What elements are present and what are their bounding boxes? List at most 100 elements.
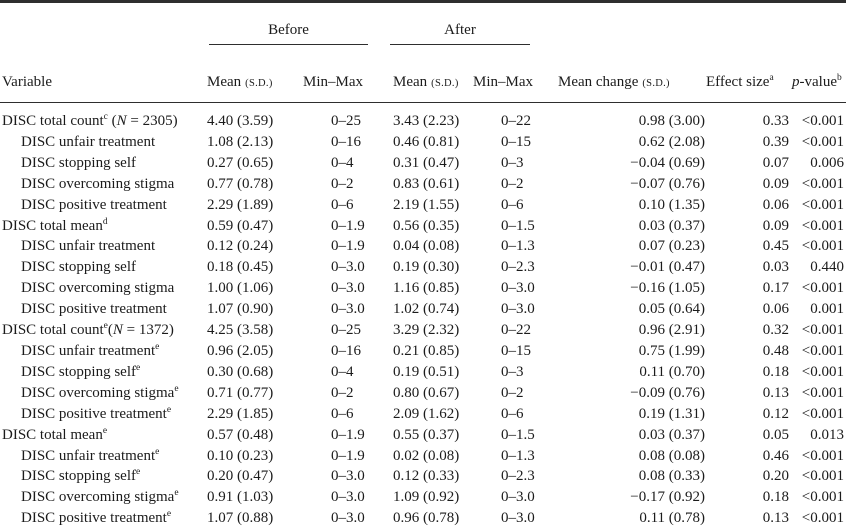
cell-variable: DISC overcoming stigma xyxy=(0,278,204,299)
cell-after-mean-sd: 0.83 (0.61) xyxy=(393,175,460,192)
cell-before-minmax: 0–3.0 xyxy=(331,510,365,526)
cell-before-mean-sd: 4.25 (3.58) xyxy=(207,322,274,339)
cell-before-minmax: 0–1.9 xyxy=(331,426,365,443)
cell-after-mean-sd: 0.04 (0.08) xyxy=(393,238,460,255)
cell-after-mean-sd: 0.55 (0.37) xyxy=(393,426,460,443)
cell-mean-change: 0.11 (0.78) xyxy=(639,510,705,526)
cell-variable: DISC overcoming stigma xyxy=(0,174,204,195)
cell-before-minmax: 0–2 xyxy=(331,175,354,192)
variable-label: DISC positive treatment xyxy=(21,196,167,213)
cell-before-minmax: 0–4 xyxy=(331,154,354,171)
footnote-marker-b: b xyxy=(836,73,842,83)
cell-variable: DISC positive treatmente xyxy=(0,508,204,526)
cell-after-minmax: 0–3.0 xyxy=(501,510,535,526)
cell-before-minmax: 0–6 xyxy=(331,196,354,213)
cell-mean-change: −0.16 (1.05) xyxy=(630,280,705,297)
cell-variable: DISC stopping selfe xyxy=(0,362,204,383)
variable-label: DISC stopping self xyxy=(21,154,137,171)
table-row: DISC unfair treatmente 0.96 (2.05) 0–16 … xyxy=(0,341,846,362)
cell-before-minmax: 0–1.9 xyxy=(331,217,365,234)
table-row: DISC overcoming stigmae 0.71 (0.77) 0–2 … xyxy=(0,383,846,404)
variable-label: DISC overcoming stigma xyxy=(21,384,175,401)
cell-before-minmax: 0–3.0 xyxy=(331,489,365,506)
cell-effect-size: 0.48 xyxy=(762,342,789,359)
cell-variable: DISC stopping selfe xyxy=(0,466,204,487)
cell-after-mean-sd: 0.19 (0.30) xyxy=(393,259,460,276)
column-header-row: Variable Mean (s.d.) Min–Max Mean (s.d.) M… xyxy=(0,45,846,103)
cell-variable: DISC stopping self xyxy=(0,257,204,278)
cell-before-mean-sd: 0.12 (0.24) xyxy=(207,238,274,255)
cell-before-mean-sd: 0.57 (0.48) xyxy=(207,426,274,443)
cell-variable: DISC total counte(N = 1372) xyxy=(0,320,204,341)
cell-after-minmax: 0–3.0 xyxy=(501,489,535,506)
cell-after-mean-sd: 3.43 (2.23) xyxy=(393,113,460,129)
cell-mean-change: 0.19 (1.31) xyxy=(638,405,705,422)
minmax-header-label: Min–Max xyxy=(303,74,363,90)
cell-after-minmax: 0–2 xyxy=(501,175,524,192)
table-row: DISC unfair treatmente 0.10 (0.23) 0–1.9… xyxy=(0,446,846,467)
table-row: DISC stopping self 0.27 (0.65) 0–4 0.31 … xyxy=(0,153,846,174)
cell-effect-size: 0.45 xyxy=(762,238,789,255)
cell-mean-change: 0.96 (2.91) xyxy=(638,322,705,339)
sd-header-label: (s.d.) xyxy=(642,78,670,89)
cell-after-mean-sd: 0.56 (0.35) xyxy=(393,217,460,234)
cell-after-mean-sd: 1.16 (0.85) xyxy=(393,280,460,297)
variable-label: DISC unfair treatment xyxy=(21,342,156,359)
variable-label: DISC unfair treatment xyxy=(21,238,156,255)
table-row: DISC total meane 0.57 (0.48) 0–1.9 0.55 … xyxy=(0,425,846,446)
cell-after-minmax: 0–2 xyxy=(501,384,524,401)
cell-after-minmax: 0–1.5 xyxy=(501,426,535,443)
mean-header-label: Mean xyxy=(207,74,242,90)
mean-header-label: Mean xyxy=(393,74,428,90)
cell-p-value: <0.001 xyxy=(801,217,844,234)
cell-before-mean-sd: 0.30 (0.68) xyxy=(207,363,274,380)
cell-after-mean-sd: 0.31 (0.47) xyxy=(393,154,460,171)
cell-after-minmax: 0–2.3 xyxy=(501,259,535,276)
table-row: DISC stopping self 0.18 (0.45) 0–3.0 0.1… xyxy=(0,257,846,278)
cell-after-mean-sd: 0.02 (0.08) xyxy=(393,447,460,464)
cell-mean-change: 0.08 (0.08) xyxy=(638,447,705,464)
cell-variable: DISC unfair treatment xyxy=(0,132,204,153)
cell-mean-change: 0.10 (1.35) xyxy=(638,196,705,213)
cell-after-mean-sd: 2.19 (1.55) xyxy=(393,196,460,213)
footnote-marker: d xyxy=(102,216,108,227)
cell-p-value: <0.001 xyxy=(801,113,844,129)
p-value-header-suffix: -value xyxy=(799,74,837,90)
cell-effect-size: 0.06 xyxy=(762,196,789,213)
cell-before-mean-sd: 2.29 (1.89) xyxy=(207,196,274,213)
col-header-before-mean: Mean (s.d.) xyxy=(204,45,300,103)
cell-after-minmax: 0–3 xyxy=(501,363,524,380)
table-row: DISC total meand 0.59 (0.47) 0–1.9 0.56 … xyxy=(0,216,846,237)
variable-label: DISC total count xyxy=(2,113,104,129)
cell-after-minmax: 0–22 xyxy=(501,322,531,339)
cell-after-mean-sd: 1.09 (0.92) xyxy=(393,489,460,506)
spanner-row: Before After xyxy=(0,3,846,45)
cell-before-minmax: 0–25 xyxy=(331,113,361,129)
table-row: DISC positive treatment 2.29 (1.89) 0–6 … xyxy=(0,195,846,216)
cell-before-mean-sd: 0.71 (0.77) xyxy=(207,384,274,401)
col-header-effect-size: Effect sizea xyxy=(706,45,792,103)
footnote-marker: c xyxy=(103,112,108,122)
cell-variable: DISC unfair treatmente xyxy=(0,446,204,467)
cell-effect-size: 0.05 xyxy=(762,426,789,443)
cell-effect-size: 0.09 xyxy=(762,175,789,192)
sd-header-label: (s.d.) xyxy=(245,78,273,89)
cell-after-minmax: 0–3.0 xyxy=(501,301,535,318)
cell-after-minmax: 0–1.5 xyxy=(501,217,535,234)
sd-header-label: (s.d.) xyxy=(431,78,459,89)
footnote-marker: e xyxy=(155,446,160,457)
variable-label: DISC total count xyxy=(2,322,104,339)
cell-mean-change: −0.09 (0.76) xyxy=(630,384,705,401)
p-value-header-label: p xyxy=(792,74,800,90)
table-row: DISC total countc (N = 2305) 4.40 (3.59)… xyxy=(0,103,846,132)
table-row: DISC unfair treatment 0.12 (0.24) 0–1.9 … xyxy=(0,236,846,257)
cell-before-mean-sd: 1.00 (1.06) xyxy=(207,280,274,297)
variable-label: DISC positive treatment xyxy=(21,301,167,318)
spacer-cell xyxy=(558,3,846,45)
disc-results-table: Before After Variable Mean (s.d.) xyxy=(0,3,846,526)
cell-after-minmax: 0–3.0 xyxy=(501,280,535,297)
cell-before-mean-sd: 0.96 (2.05) xyxy=(207,342,274,359)
cell-before-minmax: 0–16 xyxy=(331,133,361,150)
cell-before-minmax: 0–25 xyxy=(331,322,361,339)
